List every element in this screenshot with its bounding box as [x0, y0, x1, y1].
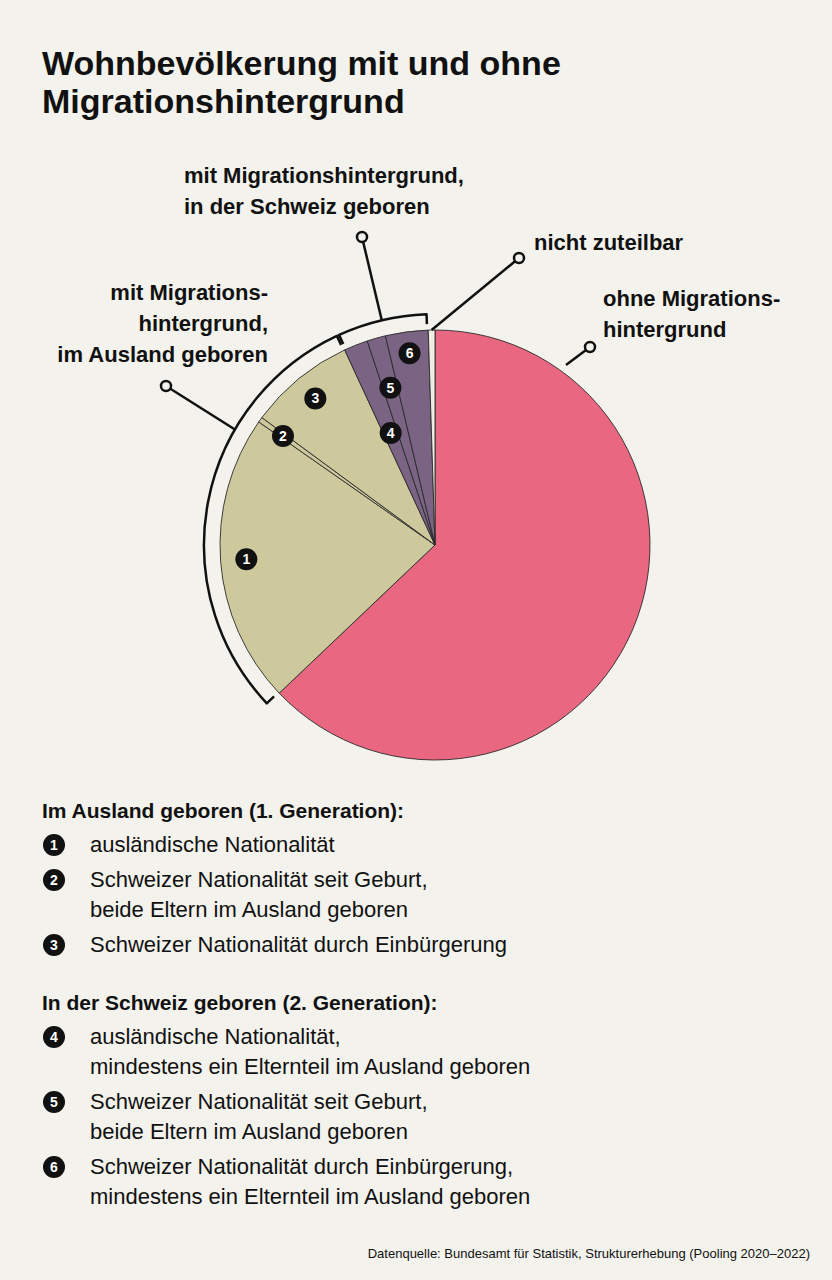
source: Datenquelle: Bundesamt für Statistik, St…	[368, 1246, 810, 1261]
chart: Wohnbevölkerung mit und ohneMigrationshi…	[0, 0, 832, 1280]
bracket	[204, 336, 341, 703]
legend-title: Im Ausland geboren (1. Generation):	[42, 799, 404, 822]
callout-line: mit Migrationshintergrund,	[184, 163, 464, 188]
slice-label-badge	[379, 377, 401, 399]
legend-badge	[43, 869, 65, 891]
callout-label: mit Migrationshintergrund, in der Schweiz…	[184, 163, 464, 219]
slice-label: 4	[387, 425, 395, 441]
leader-line	[432, 258, 519, 330]
legend-section: In der Schweiz geboren (2. Generation): 4…	[42, 991, 530, 1209]
callout: nicht zuteilbar	[432, 230, 684, 330]
slice-label: 1	[242, 551, 250, 567]
legend-text: ausländische Nationalität,	[90, 1024, 341, 1049]
slice	[428, 330, 435, 545]
pie	[220, 330, 650, 760]
slice-label-badge	[304, 387, 326, 409]
callout-line: im Ausland geboren	[57, 342, 268, 367]
legend-badge	[43, 1026, 65, 1048]
slice-label: 5	[387, 380, 395, 396]
callout-line: nicht zuteilbar	[534, 230, 684, 255]
leader-dot	[161, 381, 171, 391]
callout: mit Migrations-hintergrund, im Ausland ge…	[57, 280, 341, 703]
title-line: Wohnbevölkerung mit und ohne	[42, 44, 561, 82]
slice-label: 2	[279, 428, 287, 444]
leader-dot	[585, 342, 595, 352]
callout-label: ohne Migrations-hintergrund	[603, 286, 780, 342]
callout-line: hintergrund	[603, 317, 726, 342]
slice-label-badge	[380, 422, 402, 444]
legend-text: beide Eltern im Ausland geboren	[90, 897, 408, 922]
leader-dot	[514, 253, 524, 263]
slice	[385, 330, 435, 545]
legend-number: 5	[50, 1094, 58, 1110]
legend-title: In der Schweiz geboren (2. Generation):	[42, 991, 438, 1014]
leader-dot	[357, 232, 367, 242]
callout-line: hintergrund,	[138, 311, 268, 336]
legend-badge	[43, 934, 65, 956]
slice-label-badge	[399, 342, 421, 364]
title: Wohnbevölkerung mit und ohneMigrationshi…	[42, 44, 561, 120]
legend-number: 3	[50, 937, 58, 953]
legend-text: Schweizer Nationalität seit Geburt,	[90, 1089, 428, 1114]
legend-number: 6	[50, 1159, 58, 1175]
legend-text: Schweizer Nationalität durch Einbürgerun…	[90, 1154, 513, 1179]
legend-badge	[43, 1091, 65, 1113]
legend-text: ausländische Nationalität	[90, 832, 335, 857]
slice-label: 3	[311, 390, 319, 406]
slice-label-badge	[272, 425, 294, 447]
legend-number: 2	[50, 872, 58, 888]
callout-line: mit Migrations-	[110, 280, 268, 305]
slice-label: 6	[406, 345, 414, 361]
leader-line	[166, 386, 235, 430]
legend-text: mindestens ein Elternteil im Ausland geb…	[90, 1184, 530, 1209]
leader-line	[362, 237, 382, 320]
legend-badge	[43, 1156, 65, 1178]
callout-line: in der Schweiz geboren	[184, 194, 430, 219]
legend-number: 4	[50, 1029, 58, 1045]
legend-number: 1	[50, 837, 58, 853]
title-line: Migrationshintergrund	[42, 82, 405, 120]
legend-section: Im Ausland geboren (1. Generation): 1 ausl…	[42, 799, 507, 957]
callout-label: mit Migrations-hintergrund, im Ausland ge…	[57, 280, 268, 367]
callout: ohne Migrations-hintergrund	[566, 286, 780, 365]
legend-badge	[43, 834, 65, 856]
legend-text: beide Eltern im Ausland geboren	[90, 1119, 408, 1144]
background	[0, 0, 832, 1280]
callout-line: ohne Migrations-	[603, 286, 780, 311]
bracket	[339, 314, 427, 344]
slice-label-badge	[235, 548, 257, 570]
legend-text: Schweizer Nationalität durch Einbürgerun…	[90, 932, 507, 957]
legend-text: mindestens ein Elternteil im Ausland geb…	[90, 1054, 530, 1079]
callout-label: nicht zuteilbar	[534, 230, 684, 255]
legend-text: Schweizer Nationalität seit Geburt,	[90, 867, 428, 892]
